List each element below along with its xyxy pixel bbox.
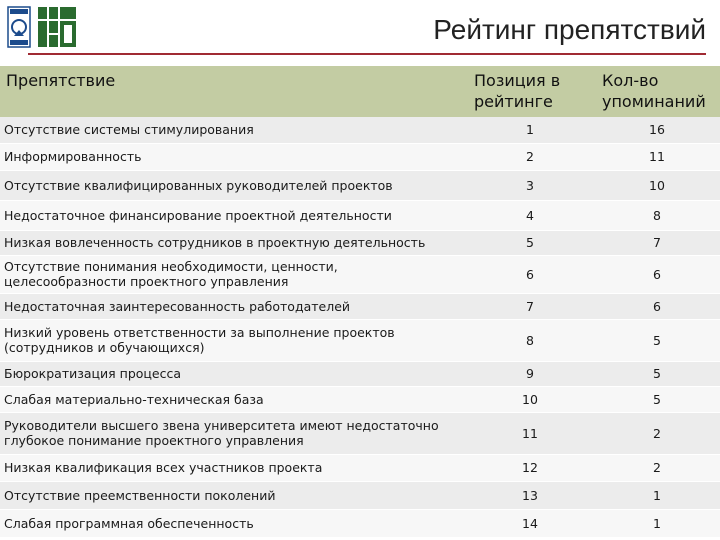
mentions-cell: 6 — [594, 255, 720, 293]
mentions-cell: 8 — [594, 200, 720, 230]
table-row: Низкая квалификация всех участников прое… — [0, 454, 720, 481]
obstacle-cell: Отсутствие системы стимулирования — [0, 117, 466, 143]
position-cell: 13 — [466, 481, 594, 509]
position-cell: 5 — [466, 230, 594, 255]
logos — [7, 6, 77, 48]
obstacles-table: Препятствие Позиция в рейтинге Кол-во уп… — [0, 66, 720, 538]
obstacle-cell: Недостаточное финансирование проектной д… — [0, 200, 466, 230]
table-row: Низкая вовлеченность сотрудников в проек… — [0, 230, 720, 255]
position-cell: 2 — [466, 143, 594, 170]
obstacle-cell: Отсутствие квалифицированных руководител… — [0, 170, 466, 200]
table-body: Отсутствие системы стимулирования 1 16 Инфо… — [0, 117, 720, 537]
table-row: Отсутствие квалифицированных руководител… — [0, 170, 720, 200]
grid-logo-icon — [37, 6, 77, 48]
mentions-cell: 2 — [594, 454, 720, 481]
obstacle-cell: Низкая вовлеченность сотрудников в проек… — [0, 230, 466, 255]
title-divider — [28, 53, 706, 55]
obstacle-cell: Бюрократизация процесса — [0, 361, 466, 386]
obstacle-cell: Слабая материально-техническая база — [0, 386, 466, 412]
column-header-position: Позиция в рейтинге — [466, 66, 594, 117]
position-cell: 11 — [466, 412, 594, 454]
obstacle-cell: Недостаточная заинтересованность работод… — [0, 293, 466, 319]
table-row: Информированность 2 11 — [0, 143, 720, 170]
obstacle-cell: Информированность — [0, 143, 466, 170]
table-row: Отсутствие системы стимулирования 1 16 — [0, 117, 720, 143]
obstacle-cell: Руководители высшего звена университета … — [0, 412, 466, 454]
table-row: Отсутствие понимания необходимости, ценн… — [0, 255, 720, 293]
table-row: Бюрократизация процесса 9 5 — [0, 361, 720, 386]
table-header-row: Препятствие Позиция в рейтинге Кол-во уп… — [0, 66, 720, 117]
mentions-cell: 10 — [594, 170, 720, 200]
position-cell: 8 — [466, 319, 594, 361]
table-row: Недостаточная заинтересованность работод… — [0, 293, 720, 319]
mentions-cell: 7 — [594, 230, 720, 255]
position-cell: 9 — [466, 361, 594, 386]
obstacle-cell: Слабая программная обеспеченность — [0, 509, 466, 537]
column-header-mentions: Кол-во упоминаний — [594, 66, 720, 117]
table-row: Слабая материально-техническая база 10 5 — [0, 386, 720, 412]
mentions-cell: 1 — [594, 509, 720, 537]
position-cell: 10 — [466, 386, 594, 412]
university-emblem-icon — [7, 6, 31, 48]
position-cell: 14 — [466, 509, 594, 537]
mentions-cell: 5 — [594, 319, 720, 361]
page-title: Рейтинг препятствий — [433, 14, 706, 45]
table-row: Слабая программная обеспеченность 14 1 — [0, 509, 720, 537]
table-row: Низкий уровень ответственности за выполн… — [0, 319, 720, 361]
position-cell: 4 — [466, 200, 594, 230]
position-cell: 3 — [466, 170, 594, 200]
mentions-cell: 5 — [594, 386, 720, 412]
mentions-cell: 5 — [594, 361, 720, 386]
column-header-obstacle: Препятствие — [0, 66, 466, 117]
mentions-cell: 6 — [594, 293, 720, 319]
obstacle-cell: Низкий уровень ответственности за выполн… — [0, 319, 466, 361]
mentions-cell: 11 — [594, 143, 720, 170]
mentions-cell: 16 — [594, 117, 720, 143]
position-cell: 6 — [466, 255, 594, 293]
mentions-cell: 2 — [594, 412, 720, 454]
obstacle-cell: Отсутствие понимания необходимости, ценн… — [0, 255, 466, 293]
table-row: Недостаточное финансирование проектной д… — [0, 200, 720, 230]
obstacle-cell: Низкая квалификация всех участников прое… — [0, 454, 466, 481]
position-cell: 12 — [466, 454, 594, 481]
obstacle-cell: Отсутствие преемственности поколений — [0, 481, 466, 509]
position-cell: 1 — [466, 117, 594, 143]
table-row: Отсутствие преемственности поколений 13 1 — [0, 481, 720, 509]
mentions-cell: 1 — [594, 481, 720, 509]
position-cell: 7 — [466, 293, 594, 319]
table-row: Руководители высшего звена университета … — [0, 412, 720, 454]
